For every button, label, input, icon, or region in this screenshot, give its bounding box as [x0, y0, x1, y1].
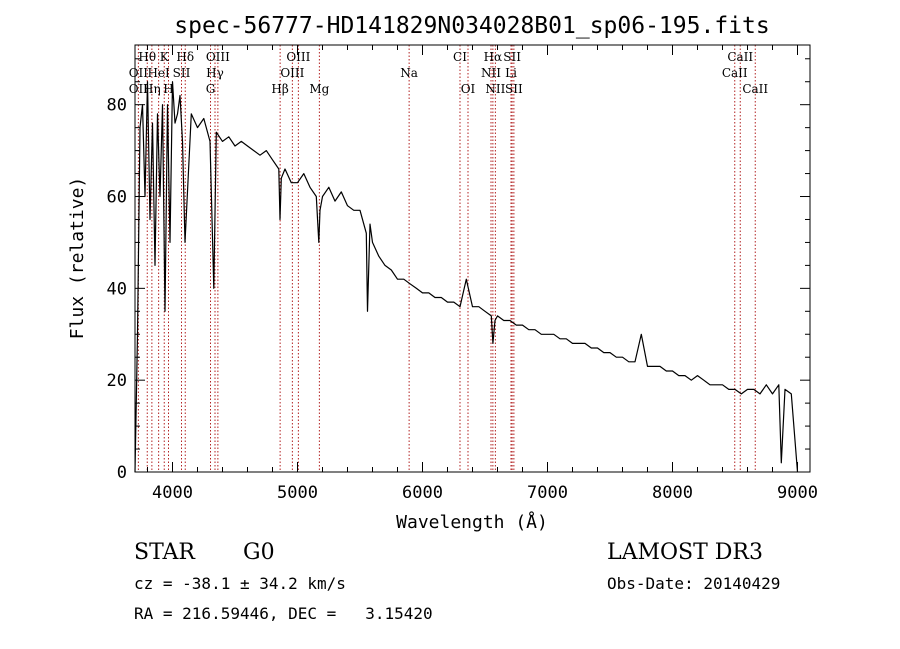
spectral-line-label: OIII — [286, 50, 310, 64]
spectral-line-label: SII — [173, 66, 191, 80]
spectral-line-label: OII — [129, 66, 149, 80]
spectral-line-label: G — [206, 82, 216, 96]
spectral-line-markers — [137, 45, 756, 472]
x-tick-label: 6000 — [402, 483, 443, 503]
spectral-line-label: OII — [129, 82, 149, 96]
y-tick-label: 0 — [117, 463, 127, 483]
axis-ticks — [135, 45, 810, 473]
y-tick-label: 40 — [107, 279, 127, 299]
survey-name: LAMOST DR3 — [607, 540, 763, 565]
spectral-line-label: OIII — [280, 66, 304, 80]
sky-coordinates: RA = 216.59446, DEC = 3.15420 — [134, 604, 433, 623]
spectral-line-label: CaII — [722, 66, 748, 80]
spectral-line-label: Mg — [309, 82, 329, 96]
x-tick-label: 7000 — [527, 483, 568, 503]
chart-title: spec-56777-HD141829N034028B01_sp06-195.f… — [174, 13, 769, 39]
spectral-line-label: CaII — [727, 50, 753, 64]
spectral-line-label: Hα — [484, 50, 503, 64]
object-subclass: G0 — [243, 540, 275, 565]
x-tick-labels: 4000 5000 6000 7000 8000 9000 — [152, 483, 818, 503]
spectral-line-label: CaII — [742, 82, 768, 96]
spectral-line-label: SII — [505, 82, 523, 96]
plot-frame — [134, 44, 811, 473]
object-class: STAR — [134, 540, 195, 565]
spectral-line-label: SII — [503, 50, 521, 64]
spectral-line-label: OI — [461, 82, 476, 96]
x-tick-label: 9000 — [777, 483, 818, 503]
observation-date: Obs-Date: 20140429 — [607, 574, 781, 593]
y-tick-labels: 0 20 40 60 80 — [107, 96, 127, 483]
y-tick-label: 60 — [107, 188, 127, 208]
spectral-line-label: OIII — [206, 50, 230, 64]
redshift-velocity: cz = -38.1 ± 34.2 km/s — [134, 574, 346, 593]
spectral-line-label: Hη — [143, 82, 161, 96]
spectral-line-label: H — [163, 82, 173, 96]
spectrum-chart: spec-56777-HD141829N034028B01_sp06-195.f… — [67, 13, 818, 533]
spectral-line-label: K — [160, 50, 170, 64]
spectral-line-label: Hγ — [206, 66, 224, 80]
spectral-line-label: CI — [453, 50, 467, 64]
x-tick-label: 5000 — [277, 483, 318, 503]
spectral-line-label: Hδ — [176, 50, 194, 64]
x-axis-label: Wavelength (Å) — [396, 511, 548, 533]
spectral-line-label: NII — [481, 66, 501, 80]
spectrum-line — [134, 81, 799, 473]
y-tick-label: 20 — [107, 371, 127, 391]
spectral-line-label: Hβ — [271, 82, 288, 96]
x-tick-label: 8000 — [652, 483, 693, 503]
spectral-line-label: Hθ — [138, 50, 156, 64]
spectral-line-label: HeI — [147, 66, 170, 80]
y-tick-label: 80 — [107, 96, 127, 116]
spectral-line-label: Na — [400, 66, 418, 80]
spectral-line-label: NII — [485, 82, 505, 96]
y-axis-label: Flux (relative) — [67, 177, 88, 340]
spectral-line-label: Li — [505, 66, 517, 80]
x-tick-label: 4000 — [152, 483, 193, 503]
